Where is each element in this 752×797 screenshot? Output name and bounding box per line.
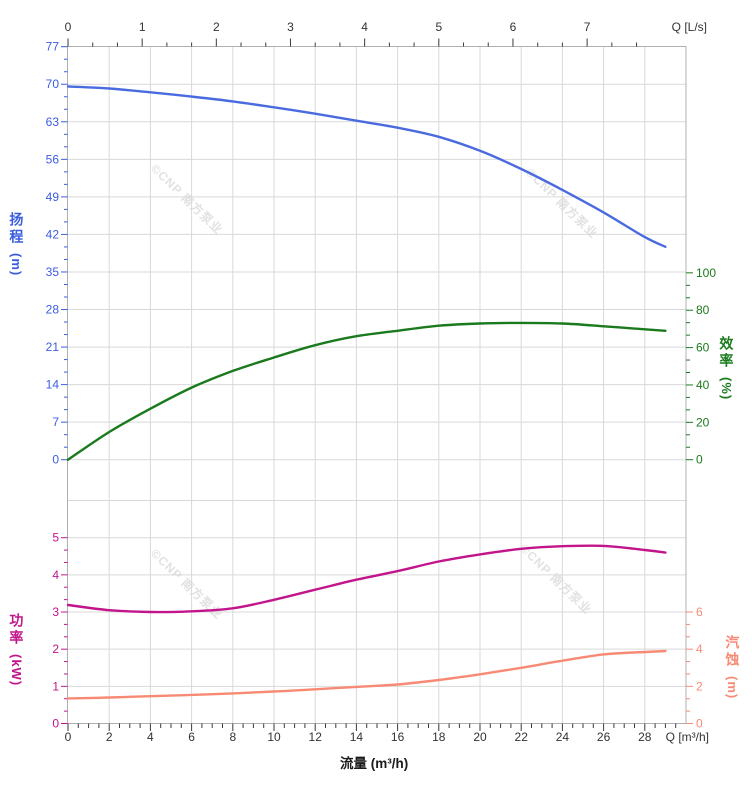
watermark-text: ©CNP 南方泵业 [148, 161, 226, 237]
top-axis-title: Q [L/s] [672, 20, 707, 34]
head-axis-name: 扬程 [8, 212, 25, 246]
power-axis-tick-label: 1 [52, 679, 59, 693]
npsh-axis-label: 汽蚀 (m) [724, 635, 741, 700]
head-axis-tick-label: 77 [46, 40, 60, 54]
npsh-axis-tick-label: 6 [696, 605, 703, 619]
head-axis-tick-label: 63 [46, 115, 60, 129]
bottom-axis-tick-label: 22 [515, 730, 529, 744]
efficiency-axis-tick-label: 100 [696, 266, 716, 280]
top-axis-tick-label: 5 [435, 20, 442, 34]
head-axis-tick-label: 42 [46, 227, 60, 241]
bottom-axis-tick-label: 24 [556, 730, 570, 744]
power-axis-name: 功率 [8, 613, 25, 647]
efficiency-axis-unit: (%) [718, 377, 734, 401]
head-axis-tick-label: 7 [52, 415, 59, 429]
efficiency-axis-tick-label: 60 [696, 341, 710, 355]
npsh-axis-unit: (m) [724, 676, 740, 700]
npsh-axis-tick-label: 4 [696, 642, 703, 656]
power-curve [66, 544, 667, 614]
efficiency-axis-tick-label: 0 [696, 453, 703, 467]
efficiency-axis-tick-label: 80 [696, 303, 710, 317]
bottom-axis-tick-label: 12 [309, 730, 323, 744]
bottom-axis-tick-label: 18 [432, 730, 446, 744]
head-axis-unit: (m) [8, 253, 24, 277]
bottom-axis-tick-label: 6 [188, 730, 195, 744]
efficiency-axis-label: 效率 (%) [718, 336, 735, 401]
bottom-axis-tick-label: 10 [267, 730, 281, 744]
npsh-axis-name: 汽蚀 [724, 635, 741, 669]
top-axis-tick-label: 7 [584, 20, 591, 34]
bottom-axis-tick-label: 20 [473, 730, 487, 744]
bottom-axis-title: Q [m³/h] [666, 730, 709, 744]
bottom-axis-tick-label: 26 [597, 730, 611, 744]
head-curve [66, 85, 667, 248]
top-axis-tick-label: 3 [287, 20, 294, 34]
head-axis-tick-label: 0 [52, 453, 59, 467]
power-axis-tick-label: 2 [52, 642, 59, 656]
head-axis-tick-label: 14 [46, 378, 60, 392]
head-axis-tick-label: 56 [46, 152, 60, 166]
head-axis-label: 扬程 (m) [8, 212, 25, 277]
power-axis-tick-label: 3 [52, 605, 59, 619]
top-axis-tick-label: 0 [65, 20, 72, 34]
top-axis-tick-label: 2 [213, 20, 220, 34]
top-axis-tick-label: 1 [139, 20, 146, 34]
head-axis-tick-label: 35 [46, 265, 60, 279]
power-axis-unit: (kW) [8, 654, 24, 687]
power-axis-label: 功率 (kW) [8, 613, 25, 687]
top-axis-tick-label: 6 [510, 20, 517, 34]
efficiency-axis-tick-label: 20 [696, 415, 710, 429]
power-axis-tick-label: 5 [52, 531, 59, 545]
npsh-axis-tick-label: 0 [696, 717, 703, 731]
bottom-axis-tick-label: 14 [350, 730, 364, 744]
bottom-axis-tick-label: 4 [147, 730, 154, 744]
watermark-text: ©CNP 南方泵业 [517, 541, 595, 617]
top-axis-tick-label: 4 [361, 20, 368, 34]
head-axis-tick-label: 70 [46, 77, 60, 91]
bottom-axis-tick-label: 16 [391, 730, 405, 744]
power-axis-tick-label: 4 [52, 568, 59, 582]
bottom-axis-tick-label: 8 [229, 730, 236, 744]
bottom-axis-tick-label: 2 [106, 730, 113, 744]
efficiency-curve [66, 321, 667, 461]
bottom-axis-tick-label: 0 [65, 730, 72, 744]
efficiency-axis-name: 效率 [718, 336, 735, 370]
head-axis-tick-label: 49 [46, 190, 60, 204]
power-axis-tick-label: 0 [52, 717, 59, 731]
flow-axis-title: 流量 (m³/h) [340, 756, 409, 771]
bottom-axis-tick-label: 28 [638, 730, 652, 744]
npsh-axis-tick-label: 2 [696, 679, 703, 693]
head-axis-tick-label: 28 [46, 303, 60, 317]
efficiency-axis-tick-label: 40 [696, 378, 710, 392]
npsh-curve [66, 649, 667, 700]
head-axis-tick-label: 21 [46, 340, 60, 354]
